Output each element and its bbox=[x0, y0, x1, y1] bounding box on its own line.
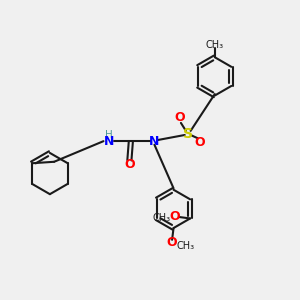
Text: O: O bbox=[174, 111, 185, 124]
Text: O: O bbox=[169, 211, 180, 224]
Text: CH₃: CH₃ bbox=[206, 40, 224, 50]
Text: N: N bbox=[149, 135, 160, 148]
Text: H: H bbox=[105, 130, 113, 140]
Text: CH₃: CH₃ bbox=[152, 214, 170, 224]
Text: O: O bbox=[167, 236, 177, 249]
Text: S: S bbox=[183, 127, 193, 141]
Text: O: O bbox=[124, 158, 135, 171]
Text: O: O bbox=[194, 136, 205, 149]
Text: CH₃: CH₃ bbox=[176, 241, 194, 251]
Text: N: N bbox=[103, 135, 114, 148]
